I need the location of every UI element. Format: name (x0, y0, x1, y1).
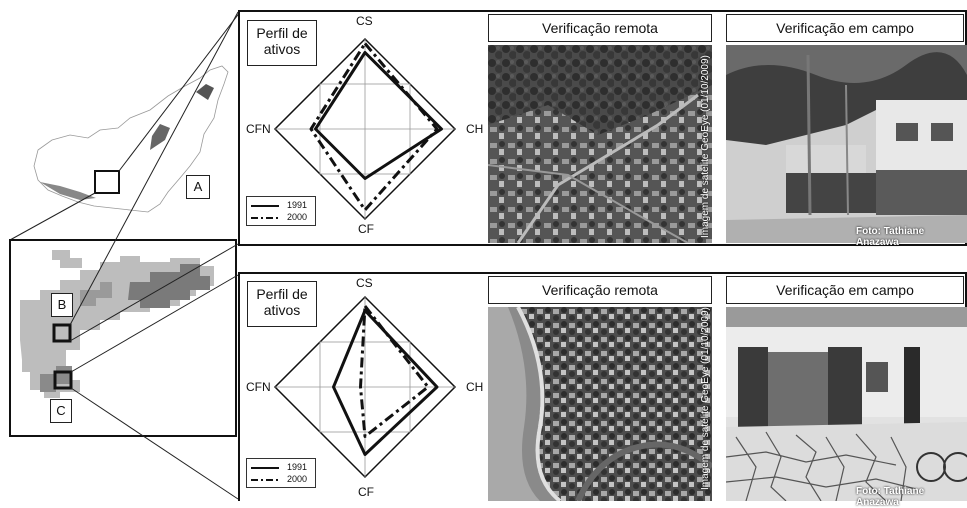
radar-series-2000 (359, 304, 430, 438)
axis-label-cs: CS (356, 276, 373, 290)
legend-1991: 1991 (287, 462, 308, 472)
axis-label-cf: CF (358, 222, 374, 236)
map-label-c: C (50, 399, 72, 423)
axis-label-cfn: CFN (246, 380, 271, 394)
field-photo-b (726, 45, 967, 243)
legend-2000: 2000 (287, 474, 308, 484)
axis-label-cs: CS (356, 14, 373, 28)
radar-chart-b (273, 37, 457, 221)
photo-credit: Foto: Tathiane Anazawa (856, 226, 925, 248)
satellite-credit: Imagem de satélite GeoEye (01/10/2009) (700, 307, 711, 490)
remote-title: Verificação remota (488, 14, 712, 42)
satellite-image-c (488, 307, 712, 501)
satellite-credit: Imagem de satélite GeoEye (01/10/2009) (700, 55, 711, 238)
map-label-b: B (51, 293, 73, 317)
remote-title: Verificação remota (488, 276, 712, 304)
field-title: Verificação em campo (726, 276, 964, 304)
satellite-image-b (488, 45, 712, 243)
radar-series-2000 (309, 42, 439, 212)
field-title: Verificação em campo (726, 14, 964, 42)
axis-label-cf: CF (358, 485, 374, 499)
legend-1991: 1991 (287, 200, 308, 210)
photo-credit: Foto: Tathiane Anazawa (856, 486, 925, 508)
profile-label: Perfil de ativos (247, 281, 317, 327)
axis-label-ch: CH (466, 380, 484, 394)
map-label-a: A (186, 175, 210, 199)
legend-2000: 2000 (287, 212, 308, 222)
legend-c: 1991 2000 (246, 458, 316, 488)
profile-label: Perfil de ativos (247, 20, 317, 66)
radar-series-1991 (332, 309, 439, 456)
axis-label-ch: CH (466, 122, 484, 136)
axis-label-cfn: CFN (246, 122, 271, 136)
radar-series-1991 (314, 51, 443, 180)
island-map-overview (9, 11, 240, 500)
legend-b: 1991 2000 (246, 196, 316, 226)
field-photo-c (726, 307, 967, 501)
radar-chart-c (273, 295, 457, 479)
